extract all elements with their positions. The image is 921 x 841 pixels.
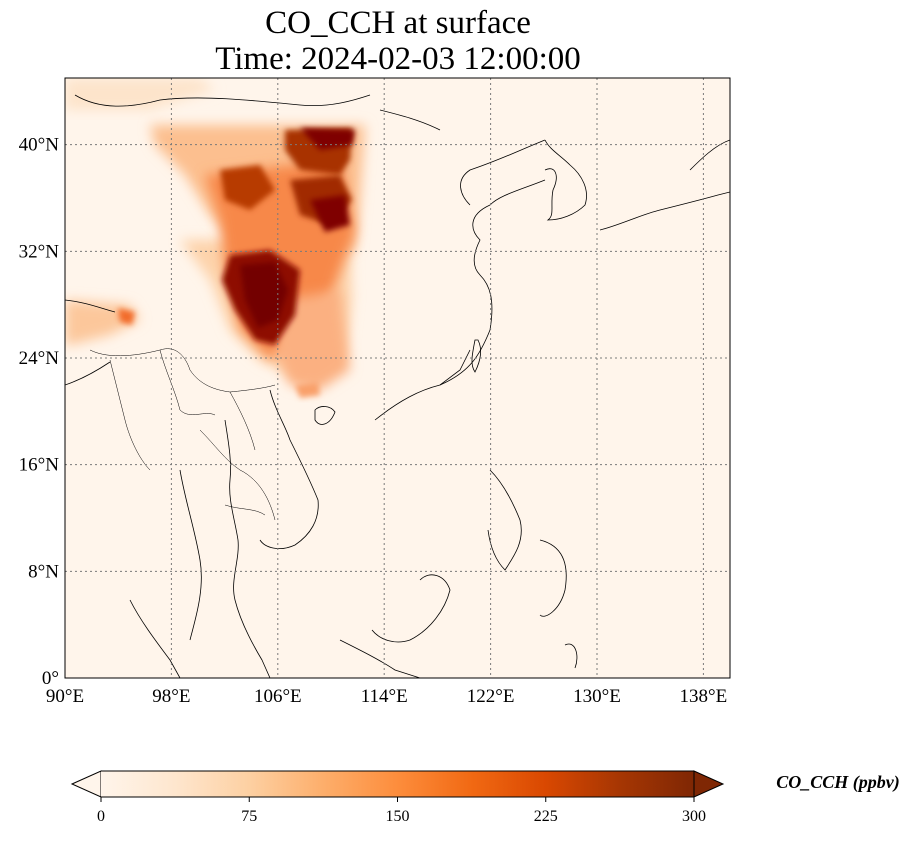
latitude-labels: 0° 8°N 16°N 24°N 32°N 40°N bbox=[19, 135, 60, 689]
latitude-label: 0° bbox=[42, 668, 59, 689]
colorbar-tick-label: 225 bbox=[534, 808, 558, 825]
colorbar-gradient bbox=[101, 771, 694, 797]
longitude-labels: 90°E 98°E 106°E 114°E 122°E 130°E 138°E bbox=[46, 686, 727, 707]
coastlines bbox=[65, 94, 730, 678]
latitude-label: 32°N bbox=[19, 241, 60, 262]
colorbar-title: CO_CCH (ppbv) bbox=[776, 772, 900, 793]
graticule bbox=[65, 78, 730, 678]
colorbar-tick-label: 75 bbox=[241, 808, 257, 825]
longitude-label: 130°E bbox=[573, 686, 621, 707]
colorbar: 0 75 150 225 300 CO_CCH (ppbv) bbox=[70, 770, 900, 825]
map-title-variable: CO_CCH at surface bbox=[265, 5, 531, 41]
colorbar-ticks: 0 75 150 225 300 bbox=[97, 797, 706, 825]
map-panel[interactable] bbox=[65, 78, 730, 678]
longitude-label: 138°E bbox=[680, 686, 728, 707]
latitude-label: 40°N bbox=[19, 135, 60, 156]
country-borders bbox=[89, 348, 276, 521]
latitude-label: 24°N bbox=[19, 348, 60, 369]
longitude-label: 106°E bbox=[254, 686, 302, 707]
map-title-time: Time: 2024-02-03 12:00:00 bbox=[215, 41, 581, 77]
colorbar-tick-label: 300 bbox=[682, 808, 706, 825]
map-background bbox=[65, 78, 730, 678]
colorbar-tick-label: 0 bbox=[97, 808, 105, 825]
colorbar-tick-label: 150 bbox=[386, 808, 410, 825]
concentration-field bbox=[65, 78, 365, 398]
latitude-label: 16°N bbox=[19, 455, 60, 476]
latitude-label: 8°N bbox=[28, 561, 59, 582]
colorbar-extend-min bbox=[70, 770, 102, 798]
longitude-label: 122°E bbox=[467, 686, 515, 707]
longitude-label: 114°E bbox=[361, 686, 408, 707]
longitude-label: 90°E bbox=[46, 686, 84, 707]
colorbar-extend-max bbox=[693, 770, 725, 798]
map-frame bbox=[64, 77, 731, 679]
longitude-label: 98°E bbox=[152, 686, 190, 707]
